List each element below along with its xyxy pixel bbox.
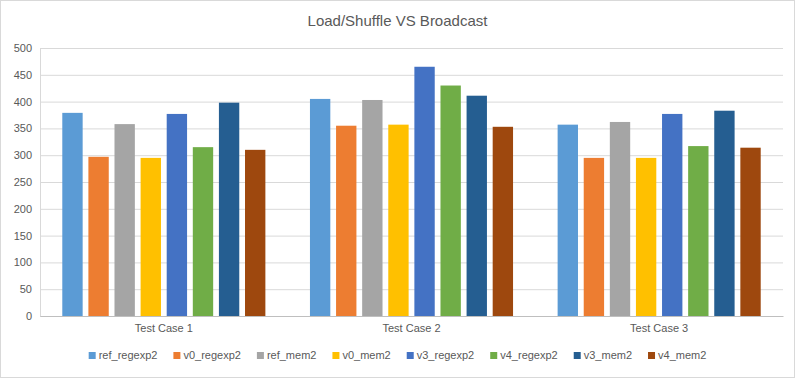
bar	[193, 147, 213, 316]
legend-swatch	[173, 352, 180, 359]
series	[62, 99, 578, 316]
bar	[584, 158, 604, 316]
y-tick: 150	[14, 230, 40, 242]
series	[245, 127, 761, 316]
legend-label: ref_regexp2	[99, 349, 158, 361]
bar	[336, 126, 356, 316]
y-tick-label: 300	[14, 149, 32, 161]
y-tick: 50	[20, 283, 40, 295]
series	[193, 86, 709, 316]
y-tick: 250	[14, 176, 40, 188]
y-tick: 350	[14, 122, 40, 134]
x-tick: Test Case 3	[630, 316, 688, 334]
chart-border	[1, 1, 795, 378]
legend-item: ref_regexp2	[89, 349, 158, 361]
y-tick-label: 50	[20, 283, 32, 295]
y-tick-label: 400	[14, 96, 32, 108]
legend-item: v3_regexp2	[407, 349, 475, 361]
bar	[662, 114, 682, 316]
bar	[141, 158, 161, 316]
legend-swatch	[407, 352, 414, 359]
y-tick: 300	[14, 149, 40, 161]
legend: ref_regexp2 v0_regexp2 ref_mem2 v0_mem2 v3_r…	[89, 349, 707, 361]
x-tick-label: Test Case 2	[382, 322, 440, 334]
x-tick-label: Test Case 3	[630, 322, 688, 334]
x-tick: Test Case 2	[382, 316, 440, 334]
y-tick: 0	[26, 310, 40, 322]
y-tick-label: 450	[14, 69, 32, 81]
x-tick-label: Test Case 1	[135, 322, 193, 334]
y-axis: 0 50 100 150 200 250 300 350 400 450 500	[14, 42, 41, 322]
grid-line	[40, 316, 783, 317]
bar	[558, 125, 578, 316]
legend-swatch	[89, 352, 96, 359]
bar	[636, 158, 656, 316]
legend-label: v4_mem2	[658, 349, 706, 361]
legend-item: v4_regexp2	[490, 349, 558, 361]
x-tick: Test Case 1	[135, 316, 193, 334]
y-tick-label: 350	[14, 122, 32, 134]
series	[141, 125, 657, 316]
legend-item: v4_mem2	[648, 349, 706, 361]
title: Load/Shuffle VS Broadcast	[308, 12, 489, 29]
bar	[740, 148, 760, 316]
bar	[167, 114, 187, 316]
plot: 0 50 100 150 200 250 300 350 400 450 500 Test Case …	[14, 42, 784, 334]
bar	[388, 125, 408, 316]
series	[219, 96, 735, 316]
y-tick: 400	[14, 96, 40, 108]
bar	[310, 99, 330, 316]
bar	[114, 124, 134, 316]
bar	[714, 111, 734, 316]
y-tick-label: 100	[14, 256, 32, 268]
legend-label: v3_mem2	[584, 349, 632, 361]
series	[167, 67, 683, 316]
y-tick-label: 500	[14, 42, 32, 54]
bar	[688, 146, 708, 316]
bar	[88, 157, 108, 316]
bar	[467, 96, 487, 316]
grid-line	[40, 102, 783, 103]
y-tick-label: 150	[14, 230, 32, 242]
y-tick-label: 200	[14, 203, 32, 215]
y-axis-line	[40, 49, 41, 317]
legend-label: v0_mem2	[342, 349, 390, 361]
x-axis: Test Case 1 Test Case 2 Test Case 3	[41, 316, 784, 334]
bar	[62, 113, 82, 316]
y-tick: 100	[14, 256, 40, 268]
bar	[610, 122, 630, 316]
legend-label: v3_regexp2	[417, 349, 475, 361]
bar	[362, 100, 382, 316]
legend-item: v3_mem2	[574, 349, 632, 361]
bar	[245, 150, 265, 316]
legend-label: ref_mem2	[267, 349, 317, 361]
legend-item: v0_regexp2	[173, 349, 241, 361]
legend-item: ref_mem2	[257, 349, 317, 361]
y-tick: 450	[14, 69, 40, 81]
series	[114, 100, 630, 316]
legend-label: v0_regexp2	[183, 349, 241, 361]
chart: 0 50 100 150 200 250 300 350 400 450 500 Test Case …	[0, 0, 795, 378]
grid-line	[40, 48, 783, 49]
legend-swatch	[574, 352, 581, 359]
grid	[40, 49, 783, 317]
bar	[414, 67, 434, 316]
legend-item: v0_mem2	[332, 349, 390, 361]
y-tick: 500	[14, 42, 40, 54]
series	[88, 126, 604, 316]
bar	[440, 86, 460, 316]
legend-swatch	[490, 352, 497, 359]
legend-swatch	[257, 352, 264, 359]
bar	[493, 127, 513, 316]
bar	[219, 103, 239, 316]
legend-swatch	[332, 352, 339, 359]
y-tick-label: 0	[26, 310, 32, 322]
y-tick-label: 250	[14, 176, 32, 188]
legend-label: v4_regexp2	[500, 349, 558, 361]
legend-swatch	[648, 352, 655, 359]
x-axis-line	[41, 316, 784, 317]
bars	[62, 67, 760, 316]
grid-line	[40, 75, 783, 76]
y-tick: 200	[14, 203, 40, 215]
